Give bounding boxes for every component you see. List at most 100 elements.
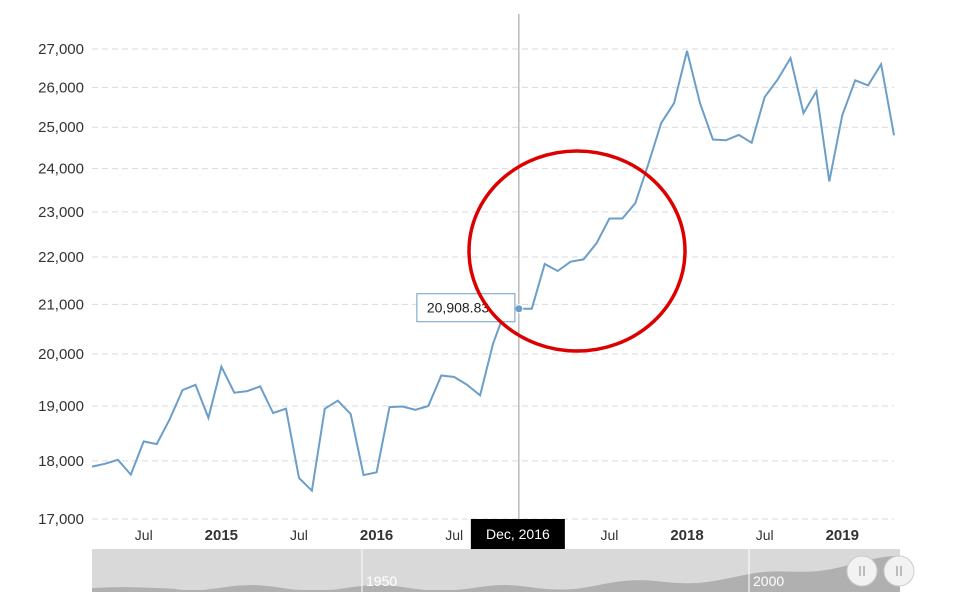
data-point (259, 385, 261, 387)
data-point (350, 413, 352, 415)
data-point (867, 84, 869, 86)
y-axis: 17,000 18,000 19,000 20,000 21,000 22,000 23,0… (38, 41, 84, 528)
data-point (427, 405, 429, 407)
data-point (492, 343, 494, 345)
data-point (556, 270, 558, 272)
data-point (194, 384, 196, 386)
data-point (815, 90, 817, 92)
navigator-handle-left[interactable] (846, 555, 878, 587)
data-point (595, 242, 597, 244)
grip-icon[interactable] (883, 555, 915, 587)
x-tick-label: 2019 (826, 527, 859, 544)
data-point (621, 217, 623, 219)
hover-marker[interactable] (514, 304, 524, 314)
data-point (828, 180, 830, 182)
x-tick-label: Jul (600, 527, 618, 543)
navigator-label: 1950 (366, 573, 397, 589)
data-point (699, 102, 701, 104)
grid-lines (92, 48, 894, 520)
data-point (880, 63, 882, 65)
grip-icon[interactable] (846, 555, 878, 587)
data-point (466, 384, 468, 386)
data-point (544, 263, 546, 265)
data-point (401, 405, 403, 407)
x-tick-label: 2018 (670, 527, 703, 544)
annotation-circle (467, 149, 687, 353)
data-point (738, 134, 740, 136)
y-tick-label: 26,000 (38, 79, 84, 96)
data-point (388, 406, 390, 408)
data-point (91, 465, 93, 467)
data-point (220, 365, 222, 367)
y-tick-label: 27,000 (38, 41, 84, 58)
data-point (168, 418, 170, 420)
data-point (776, 78, 778, 80)
data-point (181, 389, 183, 391)
data-point (104, 463, 106, 465)
navigator-series (92, 555, 900, 592)
crosshair-label: Dec, 2016 (470, 519, 565, 549)
data-point (285, 407, 287, 409)
navigator-handle-right[interactable] (883, 555, 915, 587)
y-tick-label: 20,000 (38, 346, 84, 363)
x-tick-label: 2015 (205, 527, 238, 544)
navigator[interactable]: 1950 2000 (92, 549, 915, 592)
x-tick-label: Jul (445, 527, 463, 543)
data-point (725, 139, 727, 141)
x-tick-label: 2016 (360, 527, 393, 544)
data-point (337, 399, 339, 401)
data-point (802, 112, 804, 114)
y-tick-label: 25,000 (38, 119, 84, 136)
data-point (130, 473, 132, 475)
y-tick-label: 24,000 (38, 161, 84, 178)
data-point (673, 102, 675, 104)
data-point (608, 217, 610, 219)
tooltip-value: 20,908.83 (427, 300, 489, 316)
data-point (324, 407, 326, 409)
data-point (686, 50, 688, 52)
data-point (634, 202, 636, 204)
data-point (298, 477, 300, 479)
navigator-label: 2000 (753, 573, 784, 589)
y-tick-label: 19,000 (38, 398, 84, 415)
data-point (233, 392, 235, 394)
x-axis: Jul 2015 Jul 2016 Jul Jul 2018 Jul 2019 (135, 527, 859, 544)
data-point (763, 96, 765, 98)
tooltip-box (416, 293, 516, 323)
data-point (155, 443, 157, 445)
data-point (789, 57, 791, 59)
data-point (362, 474, 364, 476)
data-point (453, 376, 455, 378)
data-point (414, 409, 416, 411)
y-tick-label: 22,000 (38, 249, 84, 266)
crosshair-label-text: Dec, 2016 (486, 526, 550, 542)
y-tick-label: 17,000 (38, 511, 84, 528)
data-point (712, 138, 714, 140)
tooltip: 20,908.83 (416, 293, 516, 323)
y-tick-label: 23,000 (38, 204, 84, 221)
x-tick-label: Jul (756, 527, 774, 543)
data-point (440, 374, 442, 376)
series-line (91, 50, 895, 493)
data-point (751, 142, 753, 144)
data-points (91, 50, 895, 492)
data-point (117, 459, 119, 461)
data-point (660, 122, 662, 124)
data-point (893, 134, 895, 136)
crosshair-label-box (470, 519, 565, 549)
data-point (479, 394, 481, 396)
data-point (272, 412, 274, 414)
y-tick-label: 18,000 (38, 453, 84, 470)
x-tick-label: Jul (135, 527, 153, 543)
data-point (647, 163, 649, 165)
y-tick-label: 21,000 (38, 296, 84, 313)
data-point (375, 471, 377, 473)
data-point (841, 114, 843, 116)
data-point (582, 258, 584, 260)
data-point (246, 390, 248, 392)
data-point (143, 440, 145, 442)
data-point (854, 79, 856, 81)
data-point (531, 307, 533, 309)
x-tick-label: Jul (290, 527, 308, 543)
